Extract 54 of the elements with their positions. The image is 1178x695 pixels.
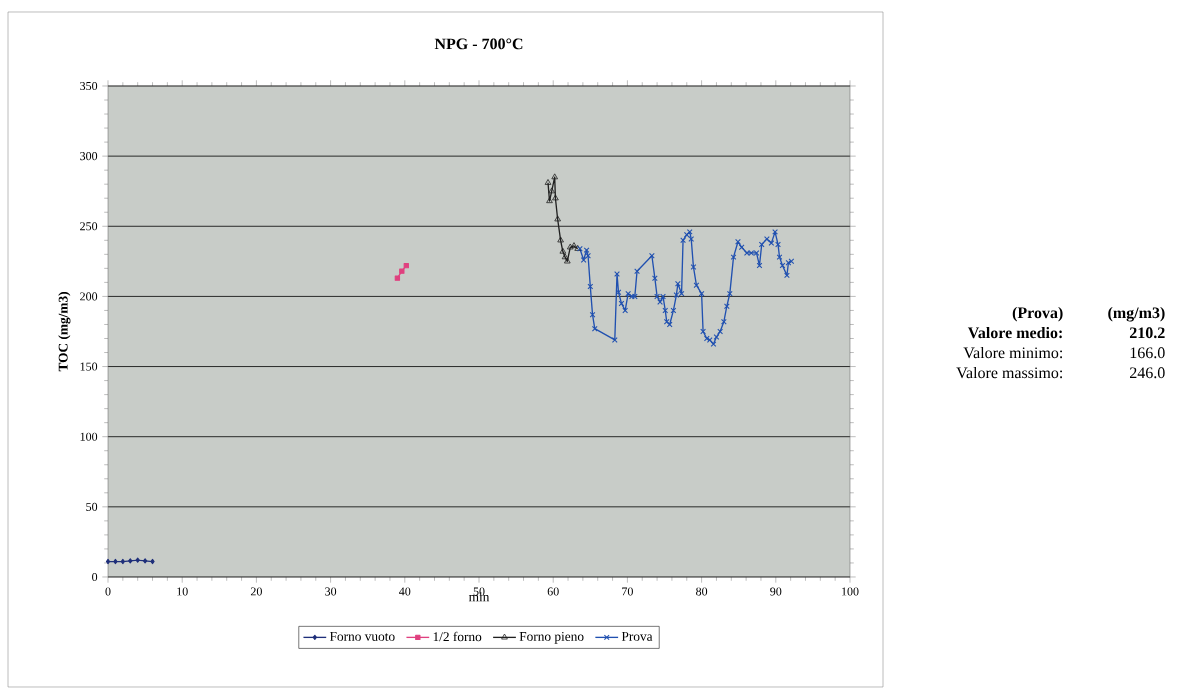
point — [557, 236, 564, 243]
x-tick-label: 0 — [105, 587, 111, 596]
x-tick-label: 90 — [770, 587, 782, 596]
point — [552, 194, 559, 201]
chart-title: NPG - 700°C — [434, 38, 523, 50]
legend-label: Forno pieno — [519, 631, 584, 644]
legend-label: 1/2 forno — [433, 631, 482, 642]
x-tick-label: 70 — [622, 587, 633, 596]
text: 210.2 — [1129, 327, 1165, 339]
y-tick-label: 200 — [80, 292, 98, 301]
x-tick-label: 20 — [250, 587, 262, 596]
point — [570, 242, 578, 248]
point — [554, 215, 561, 222]
text: 166.0 — [1130, 347, 1165, 359]
point — [150, 558, 155, 565]
point — [403, 262, 409, 269]
point — [564, 257, 571, 264]
y-tick-label: 250 — [80, 222, 98, 231]
point — [128, 558, 133, 564]
y-tick-label: 0 — [92, 572, 98, 582]
text: Valore minimo: — [963, 346, 1063, 359]
point — [399, 268, 405, 274]
point — [135, 557, 140, 563]
x-tick-label: 30 — [325, 587, 337, 596]
point — [546, 197, 553, 204]
point — [566, 243, 574, 250]
point — [544, 179, 552, 185]
legend-label: Forno vuoto — [329, 632, 395, 641]
y-tick-label: 350 — [80, 81, 98, 91]
x-tick-label: 40 — [399, 587, 411, 596]
y-tick-label: 300 — [80, 152, 98, 161]
y-tick-label: 50 — [86, 502, 98, 511]
point — [105, 558, 111, 565]
point — [551, 173, 558, 180]
text: 246.0 — [1130, 367, 1165, 379]
y-tick-label: 100 — [80, 432, 98, 441]
x-tick-label: 80 — [696, 587, 708, 596]
point — [120, 558, 125, 565]
point — [548, 187, 556, 194]
y-tick-label: 150 — [80, 362, 98, 371]
y-axis-title: TOC (mg/m3) — [58, 292, 71, 372]
x-tick-label: 10 — [177, 587, 188, 596]
text: Valore medio: — [967, 326, 1062, 339]
legend-label: Prova — [621, 632, 653, 641]
point — [561, 253, 569, 260]
point — [394, 275, 401, 281]
x-tick-label: 100 — [842, 587, 859, 596]
text: (Prova) — [1012, 306, 1063, 322]
point — [559, 247, 567, 254]
point — [142, 558, 148, 564]
text: (mg/m3) — [1108, 306, 1165, 322]
x-tick-label: 60 — [547, 587, 559, 596]
point — [113, 558, 118, 565]
text: Valore massimo: — [956, 366, 1063, 379]
